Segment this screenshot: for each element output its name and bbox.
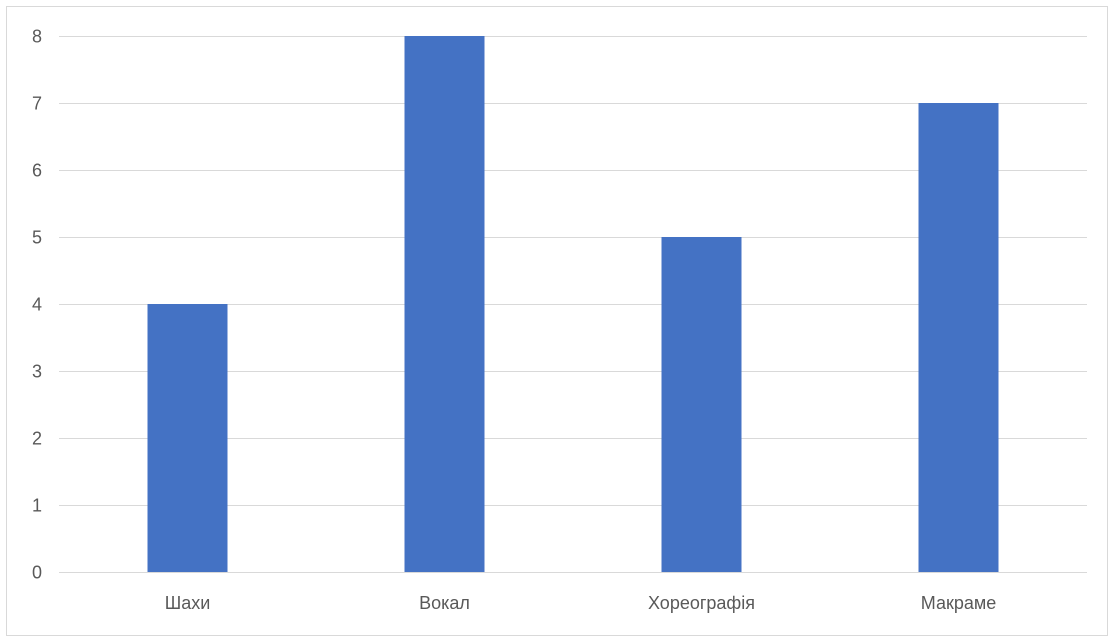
y-tick-label: 2 xyxy=(32,429,42,449)
y-tick-label: 1 xyxy=(32,496,42,516)
y-tick-label: 5 xyxy=(32,228,42,248)
x-tick-label: Хореографія xyxy=(648,593,755,613)
bar-2 xyxy=(404,36,485,572)
x-tick-label: Шахи xyxy=(165,593,211,613)
y-tick-label: 0 xyxy=(32,563,42,583)
y-tick-label: 8 xyxy=(32,27,42,47)
x-axis-ticks: Шахи Вокал Хореографія Макраме xyxy=(165,593,997,613)
gridlines xyxy=(59,36,1087,573)
y-axis-ticks: 0 1 2 3 4 5 6 7 8 xyxy=(32,27,42,583)
y-tick-label: 3 xyxy=(32,362,42,382)
x-tick-label: Вокал xyxy=(419,593,470,613)
bar-1 xyxy=(147,304,228,572)
y-tick-label: 6 xyxy=(32,161,42,181)
bars xyxy=(147,36,999,572)
y-tick-label: 7 xyxy=(32,94,42,114)
bar-3 xyxy=(661,237,742,572)
x-tick-label: Макраме xyxy=(921,593,997,613)
bar-4 xyxy=(918,103,999,572)
y-tick-label: 4 xyxy=(32,295,42,315)
